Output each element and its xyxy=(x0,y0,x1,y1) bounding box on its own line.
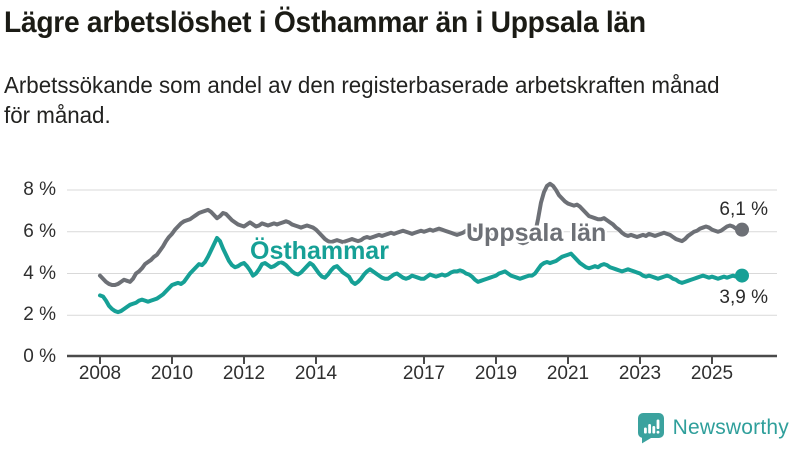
x-tick-label: 2023 xyxy=(618,363,662,384)
x-tick-label: 2021 xyxy=(546,363,590,384)
y-tick-label: 8 % xyxy=(23,179,56,200)
x-tick-label: 2012 xyxy=(222,363,266,384)
x-tick-label: 2014 xyxy=(294,363,338,384)
y-tick-label: 6 % xyxy=(23,220,56,242)
y-tick-label: 2 % xyxy=(23,304,56,326)
newsworthy-logo: Newsworthy xyxy=(637,412,789,444)
page-subtitle: Arbetssökande som andel av den registerb… xyxy=(4,72,720,128)
end-dot-östhammar xyxy=(735,268,749,283)
series-label-uppsala-lan: Uppsala län xyxy=(466,219,607,247)
end-dot-uppsala-län xyxy=(735,222,749,237)
y-tick-label: 4 % xyxy=(23,262,56,284)
series-label-osthammar: Östhammar xyxy=(250,237,389,265)
series-line-östhammar xyxy=(98,236,744,315)
series-line-uppsala-län xyxy=(98,181,744,287)
end-value-osthammar: 3,9 % xyxy=(719,287,768,308)
newsworthy-wordmark: Newsworthy xyxy=(672,416,789,439)
page-title: Lägre arbetslöshet i Östhammar än i Upps… xyxy=(4,6,646,39)
end-value-uppsala-lan: 6,1 % xyxy=(719,199,768,220)
x-tick-label: 2008 xyxy=(78,363,122,384)
newsworthy-bubble-chart-icon xyxy=(637,413,664,444)
x-tick-label: 2019 xyxy=(474,363,518,384)
y-tick-label: 0 % xyxy=(23,346,56,367)
x-tick-label: 2017 xyxy=(402,363,446,384)
x-tick-label: 2025 xyxy=(690,363,734,384)
x-tick-label: 2010 xyxy=(150,363,194,384)
